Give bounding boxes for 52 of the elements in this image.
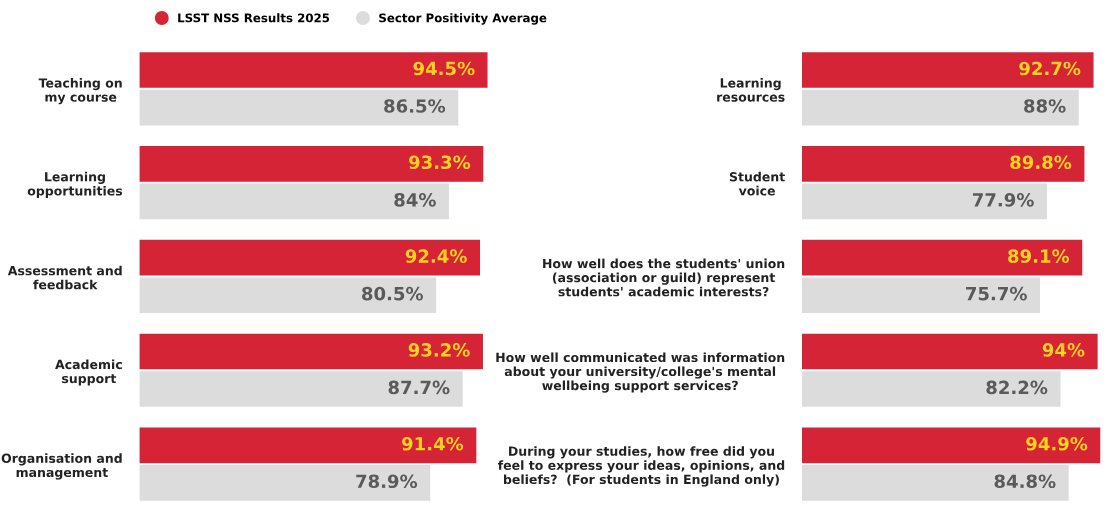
- data-label: 77.9%: [972, 192, 1034, 207]
- bar: [801, 277, 1041, 314]
- bar: [801, 427, 1101, 464]
- data-label: 88%: [1024, 99, 1066, 113]
- data-label: 86.5%: [384, 99, 446, 113]
- data-label: 94.5%: [413, 61, 475, 76]
- data-label: 80.5%: [362, 286, 423, 301]
- bar: [139, 239, 480, 276]
- y-tick-label: How well communicated was information about your university/college's mental wellbeing support services?: [496, 352, 785, 393]
- data-label: 75.7%: [966, 286, 1027, 301]
- y-tick-label: Academic support: [55, 359, 122, 386]
- bar: [139, 427, 477, 464]
- data-label: 84%: [394, 192, 436, 207]
- y-tick-label: Learning resources: [717, 77, 785, 102]
- bar: [139, 183, 450, 220]
- legend-label: LSST NSS Results 2025: [178, 13, 330, 23]
- y-tick-label: Student voice: [729, 171, 785, 196]
- data-label: 92.4%: [405, 249, 467, 263]
- data-label: 87.7%: [388, 380, 450, 395]
- data-label: 78.9%: [356, 474, 418, 489]
- data-label: 94.9%: [1026, 436, 1088, 451]
- y-tick-label: How well does the students' union (association or guild) represent students' academic interests?: [543, 258, 785, 297]
- bar: [139, 89, 459, 126]
- bar: [139, 333, 483, 370]
- bar: [801, 333, 1098, 370]
- bar: [801, 465, 1069, 501]
- y-tick-label: Teaching on my course: [38, 78, 122, 105]
- data-label: 82.2%: [986, 380, 1048, 395]
- bar: [139, 465, 431, 501]
- data-label: 91.4%: [402, 436, 464, 451]
- bar: [139, 146, 484, 182]
- data-label: 93.2%: [408, 343, 470, 357]
- bar: [801, 239, 1083, 276]
- data-label: 94%: [1042, 343, 1085, 357]
- y-tick-label: Organisation and management: [1, 453, 122, 480]
- data-label: 92.7%: [1019, 61, 1081, 76]
- bar: [801, 52, 1094, 88]
- y-tick-label: Learning opportunities: [27, 171, 123, 198]
- data-label: 84.8%: [994, 474, 1056, 489]
- bar: [801, 183, 1047, 220]
- bar: [801, 146, 1085, 182]
- data-label: 89.8%: [1010, 155, 1072, 170]
- bar: [139, 371, 463, 407]
- bar: [139, 52, 488, 88]
- y-tick-label: During your studies, how free did you feel to express your ideas, opinions, and beliefs? (For students in England only): [497, 446, 785, 487]
- bar: [801, 371, 1061, 407]
- bar: [801, 89, 1079, 126]
- data-label: 89.1%: [1008, 249, 1070, 263]
- bar: [139, 277, 437, 314]
- y-tick-label: Assessment and feedback: [7, 265, 122, 290]
- legend-label: Sector Positivity Average: [379, 13, 547, 25]
- data-label: 93.3%: [409, 155, 471, 170]
